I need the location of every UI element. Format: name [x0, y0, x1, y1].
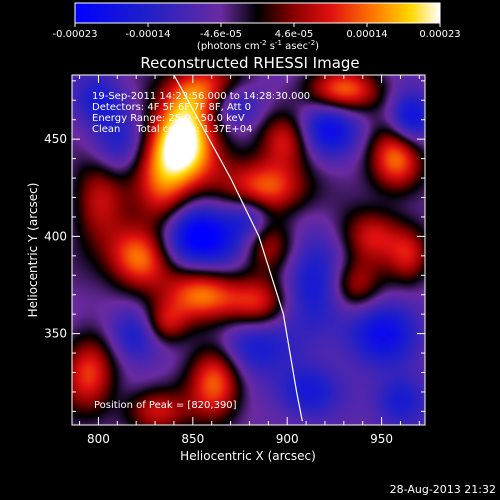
colorbar-tick-label: 0.00014: [346, 29, 387, 40]
y-tick-label: 450: [44, 132, 67, 146]
footer-date: 28-Aug-2013 21:32: [390, 483, 496, 496]
x-tick-label: 850: [181, 432, 204, 446]
x-tick-label: 900: [276, 432, 299, 446]
colorbar-tick-label: -0.00014: [126, 29, 171, 40]
colorbar-tick-label: 0.00023: [419, 29, 460, 40]
y-tick-label: 350: [44, 327, 67, 341]
y-tick-label: 400: [44, 229, 67, 243]
colorbar-tick-label: -0.00023: [53, 29, 98, 40]
info-line-detectors: Detectors: 4F 5F 6F 7F 8F, Att 0: [92, 102, 251, 113]
x-axis-ticks: 800 850 900 950: [79, 75, 420, 446]
colorbar-tick-label: -4.6e-05: [200, 29, 242, 40]
x-tick-label: 950: [370, 432, 393, 446]
info-overlay: 19-Sep-2011 14:23:56.000 to 14:28:30.000…: [92, 91, 310, 411]
x-tick-label: 800: [87, 432, 110, 446]
colorbar-ticks: -0.00023 -0.00014 -4.6e-05 4.6e-05 0.00014 0.…: [53, 23, 461, 40]
chart-title: Reconstructed RHESSI Image: [140, 54, 359, 72]
colorbar: -0.00023 -0.00014 -4.6e-05 4.6e-05 0.00014 0.…: [53, 2, 461, 52]
colorbar-gradient: [74, 2, 441, 24]
info-line-clean: Clean Total counts: 1.37E+04: [92, 124, 252, 135]
y-axis-ticks: 350 400 450: [44, 80, 425, 412]
plot-area: [72, 75, 425, 425]
info-line-time: 19-Sep-2011 14:23:56.000 to 14:28:30.000: [92, 91, 310, 102]
peak-position-label: Position of Peak = [820,390]: [94, 400, 237, 411]
colorbar-unit-label: (photons cm-2 s-1 asec-2): [197, 39, 319, 52]
x-axis-label: Heliocentric X (arcsec): [180, 449, 316, 463]
colorbar-tick-label: 4.6e-05: [275, 29, 313, 40]
heatmap-image: [72, 75, 425, 425]
info-line-energy: Energy Range: 25.0 - 50.0 keV: [92, 113, 245, 124]
plot-frame: [71, 74, 426, 426]
y-axis-label: Heliocentric Y (arcsec): [26, 183, 40, 318]
solar-limb-line: [173, 75, 303, 422]
